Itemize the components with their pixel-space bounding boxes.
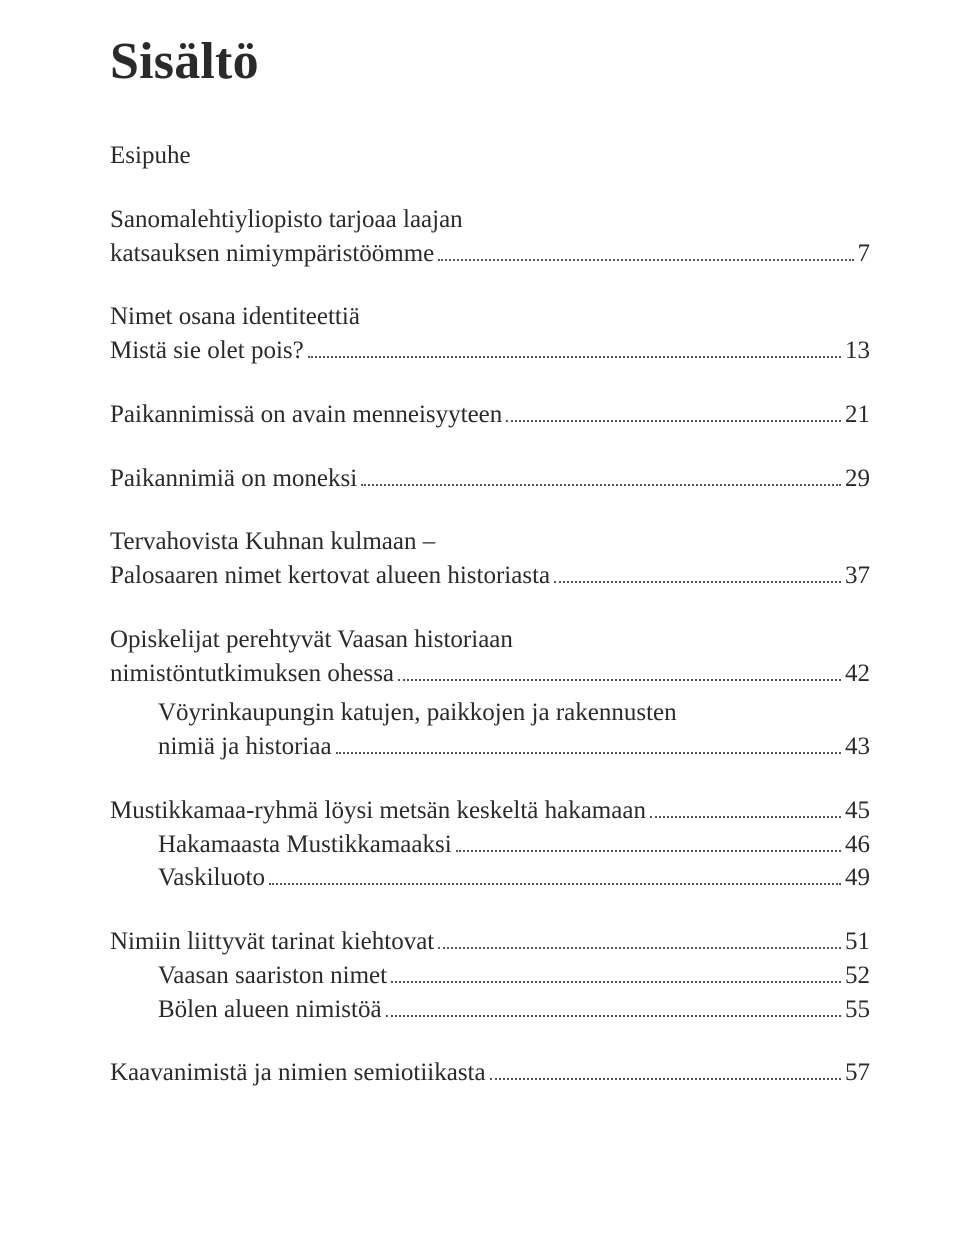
toc-line: Sanomalehtiyliopisto tarjoaa laajan (110, 203, 870, 237)
toc-section: Sanomalehtiyliopisto tarjoaa laajankatsa… (110, 203, 870, 271)
toc-line: Tervahovista Kuhnan kulmaan – (110, 525, 870, 559)
toc-text: Vaskiluoto (158, 861, 265, 895)
toc-sub-line: Vöyrinkaupungin katujen, paikkojen ja ra… (158, 696, 870, 730)
leader-dots (308, 342, 841, 358)
toc-text: Paikannimissä on avain menneisyyteen (110, 398, 502, 432)
toc-page-number: 42 (845, 657, 870, 691)
toc-page-number: 55 (845, 993, 870, 1027)
toc-section: Kaavanimistä ja nimien semiotiikasta 57 (110, 1056, 870, 1090)
toc-line: Opiskelijat perehtyvät Vaasan historiaan (110, 623, 870, 657)
toc-page: Sisältö Esipuhe Sanomalehtiyliopisto tarj… (0, 0, 960, 1170)
toc-text: Bölen alueen nimistöä (158, 993, 382, 1027)
toc-page-number: 46 (845, 828, 870, 862)
toc-entry: Mustikkamaa-ryhmä löysi metsän keskeltä … (110, 794, 870, 828)
leader-dots (506, 406, 841, 422)
page-title: Sisältö (110, 32, 870, 91)
toc-body: Esipuhe Sanomalehtiyliopisto tarjoaa laaj… (110, 139, 870, 1090)
toc-entry: katsauksen nimiympäristöömme 7 (110, 237, 870, 271)
toc-page-number: 29 (845, 462, 870, 496)
toc-sub-entry: Bölen alueen nimistöä 55 (158, 993, 870, 1027)
toc-section: Tervahovista Kuhnan kulmaan –Palosaaren … (110, 525, 870, 593)
toc-sub-entry: Vaasan saariston nimet 52 (158, 959, 870, 993)
toc-text: Kaavanimistä ja nimien semiotiikasta (110, 1056, 486, 1090)
toc-line: Nimet osana identiteettiä (110, 300, 870, 334)
leader-dots (554, 567, 841, 583)
toc-section: Nimiin liittyvät tarinat kiehtovat51Vaas… (110, 925, 870, 1026)
toc-page-number: 43 (845, 730, 870, 764)
toc-page-number: 13 (845, 334, 870, 368)
toc-section: Opiskelijat perehtyvät Vaasan historiaan… (110, 623, 870, 764)
leader-dots (456, 835, 841, 851)
toc-entry: Paikannimiä on moneksi 29 (110, 462, 870, 496)
toc-text: katsauksen nimiympäristöömme (110, 237, 434, 271)
toc-section: Nimet osana identiteettiäMistä sie olet … (110, 300, 870, 368)
toc-entry: Nimiin liittyvät tarinat kiehtovat 51 (110, 925, 870, 959)
leader-dots (438, 933, 841, 949)
toc-page-number: 45 (845, 794, 870, 828)
toc-text: Palosaaren nimet kertovat alueen histori… (110, 559, 550, 593)
toc-sub-entry: Hakamaasta Mustikkamaaksi 46 (158, 828, 870, 862)
toc-entry: Kaavanimistä ja nimien semiotiikasta 57 (110, 1056, 870, 1090)
leader-dots (361, 469, 841, 485)
toc-sub-entry: nimiä ja historiaa 43 (158, 730, 870, 764)
toc-section: Paikannimissä on avain menneisyyteen 21 (110, 398, 870, 432)
toc-page-number: 57 (845, 1056, 870, 1090)
toc-page-number: 52 (845, 959, 870, 993)
toc-text: Hakamaasta Mustikkamaaksi (158, 828, 452, 862)
toc-page-number: 21 (845, 398, 870, 432)
toc-sub-entry: Vaskiluoto 49 (158, 861, 870, 895)
leader-dots (336, 738, 841, 754)
leader-dots (650, 802, 841, 818)
toc-line: Esipuhe (110, 139, 870, 173)
leader-dots (269, 869, 841, 885)
toc-page-number: 7 (858, 237, 871, 271)
leader-dots (386, 1000, 841, 1016)
toc-text: nimistöntutkimuksen ohessa (110, 657, 394, 691)
toc-entry: nimistöntutkimuksen ohessa 42 (110, 657, 870, 691)
leader-dots (438, 244, 853, 260)
toc-text: Paikannimiä on moneksi (110, 462, 357, 496)
toc-section: Paikannimiä on moneksi 29 (110, 462, 870, 496)
leader-dots (391, 967, 841, 983)
toc-entry: Paikannimissä on avain menneisyyteen 21 (110, 398, 870, 432)
toc-text: Mustikkamaa-ryhmä löysi metsän keskeltä … (110, 794, 646, 828)
toc-page-number: 49 (845, 861, 870, 895)
toc-text: Mistä sie olet pois? (110, 334, 304, 368)
toc-text: Vaasan saariston nimet (158, 959, 387, 993)
toc-text: Nimiin liittyvät tarinat kiehtovat (110, 925, 434, 959)
toc-page-number: 37 (845, 559, 870, 593)
toc-entry: Palosaaren nimet kertovat alueen histori… (110, 559, 870, 593)
toc-section: Mustikkamaa-ryhmä löysi metsän keskeltä … (110, 794, 870, 895)
toc-entry: Mistä sie olet pois? 13 (110, 334, 870, 368)
leader-dots (398, 664, 841, 680)
toc-text: nimiä ja historiaa (158, 730, 332, 764)
leader-dots (490, 1064, 841, 1080)
toc-section: Esipuhe (110, 139, 870, 173)
toc-page-number: 51 (845, 925, 870, 959)
